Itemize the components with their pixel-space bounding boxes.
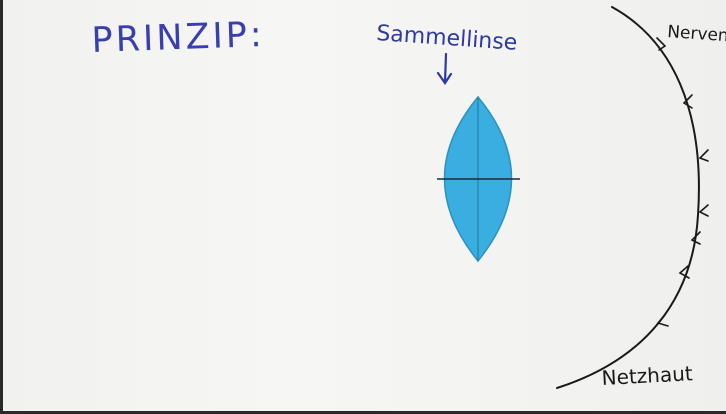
receptor-arrow — [698, 204, 709, 217]
retina-arc — [556, 6, 700, 389]
receptor-arrow — [656, 37, 667, 51]
retina-label: Netzhaut — [601, 361, 693, 390]
lens-label: Sammellinse — [376, 21, 519, 56]
receptor-arrow — [698, 149, 709, 162]
receptor-arrow — [656, 315, 669, 327]
nerve-label: Nerven — [667, 22, 726, 46]
board-frame-left — [0, 0, 3, 414]
title-text: PRINZIP: — [91, 15, 265, 61]
receptor-arrow — [690, 231, 701, 245]
board-frame-bottom — [0, 411, 726, 414]
converging-lens — [437, 95, 520, 263]
receptor-arrow — [678, 265, 690, 279]
receptor-arrows — [656, 37, 709, 327]
receptor-arrow — [682, 94, 693, 109]
lens-pointer-arrow — [436, 52, 453, 85]
